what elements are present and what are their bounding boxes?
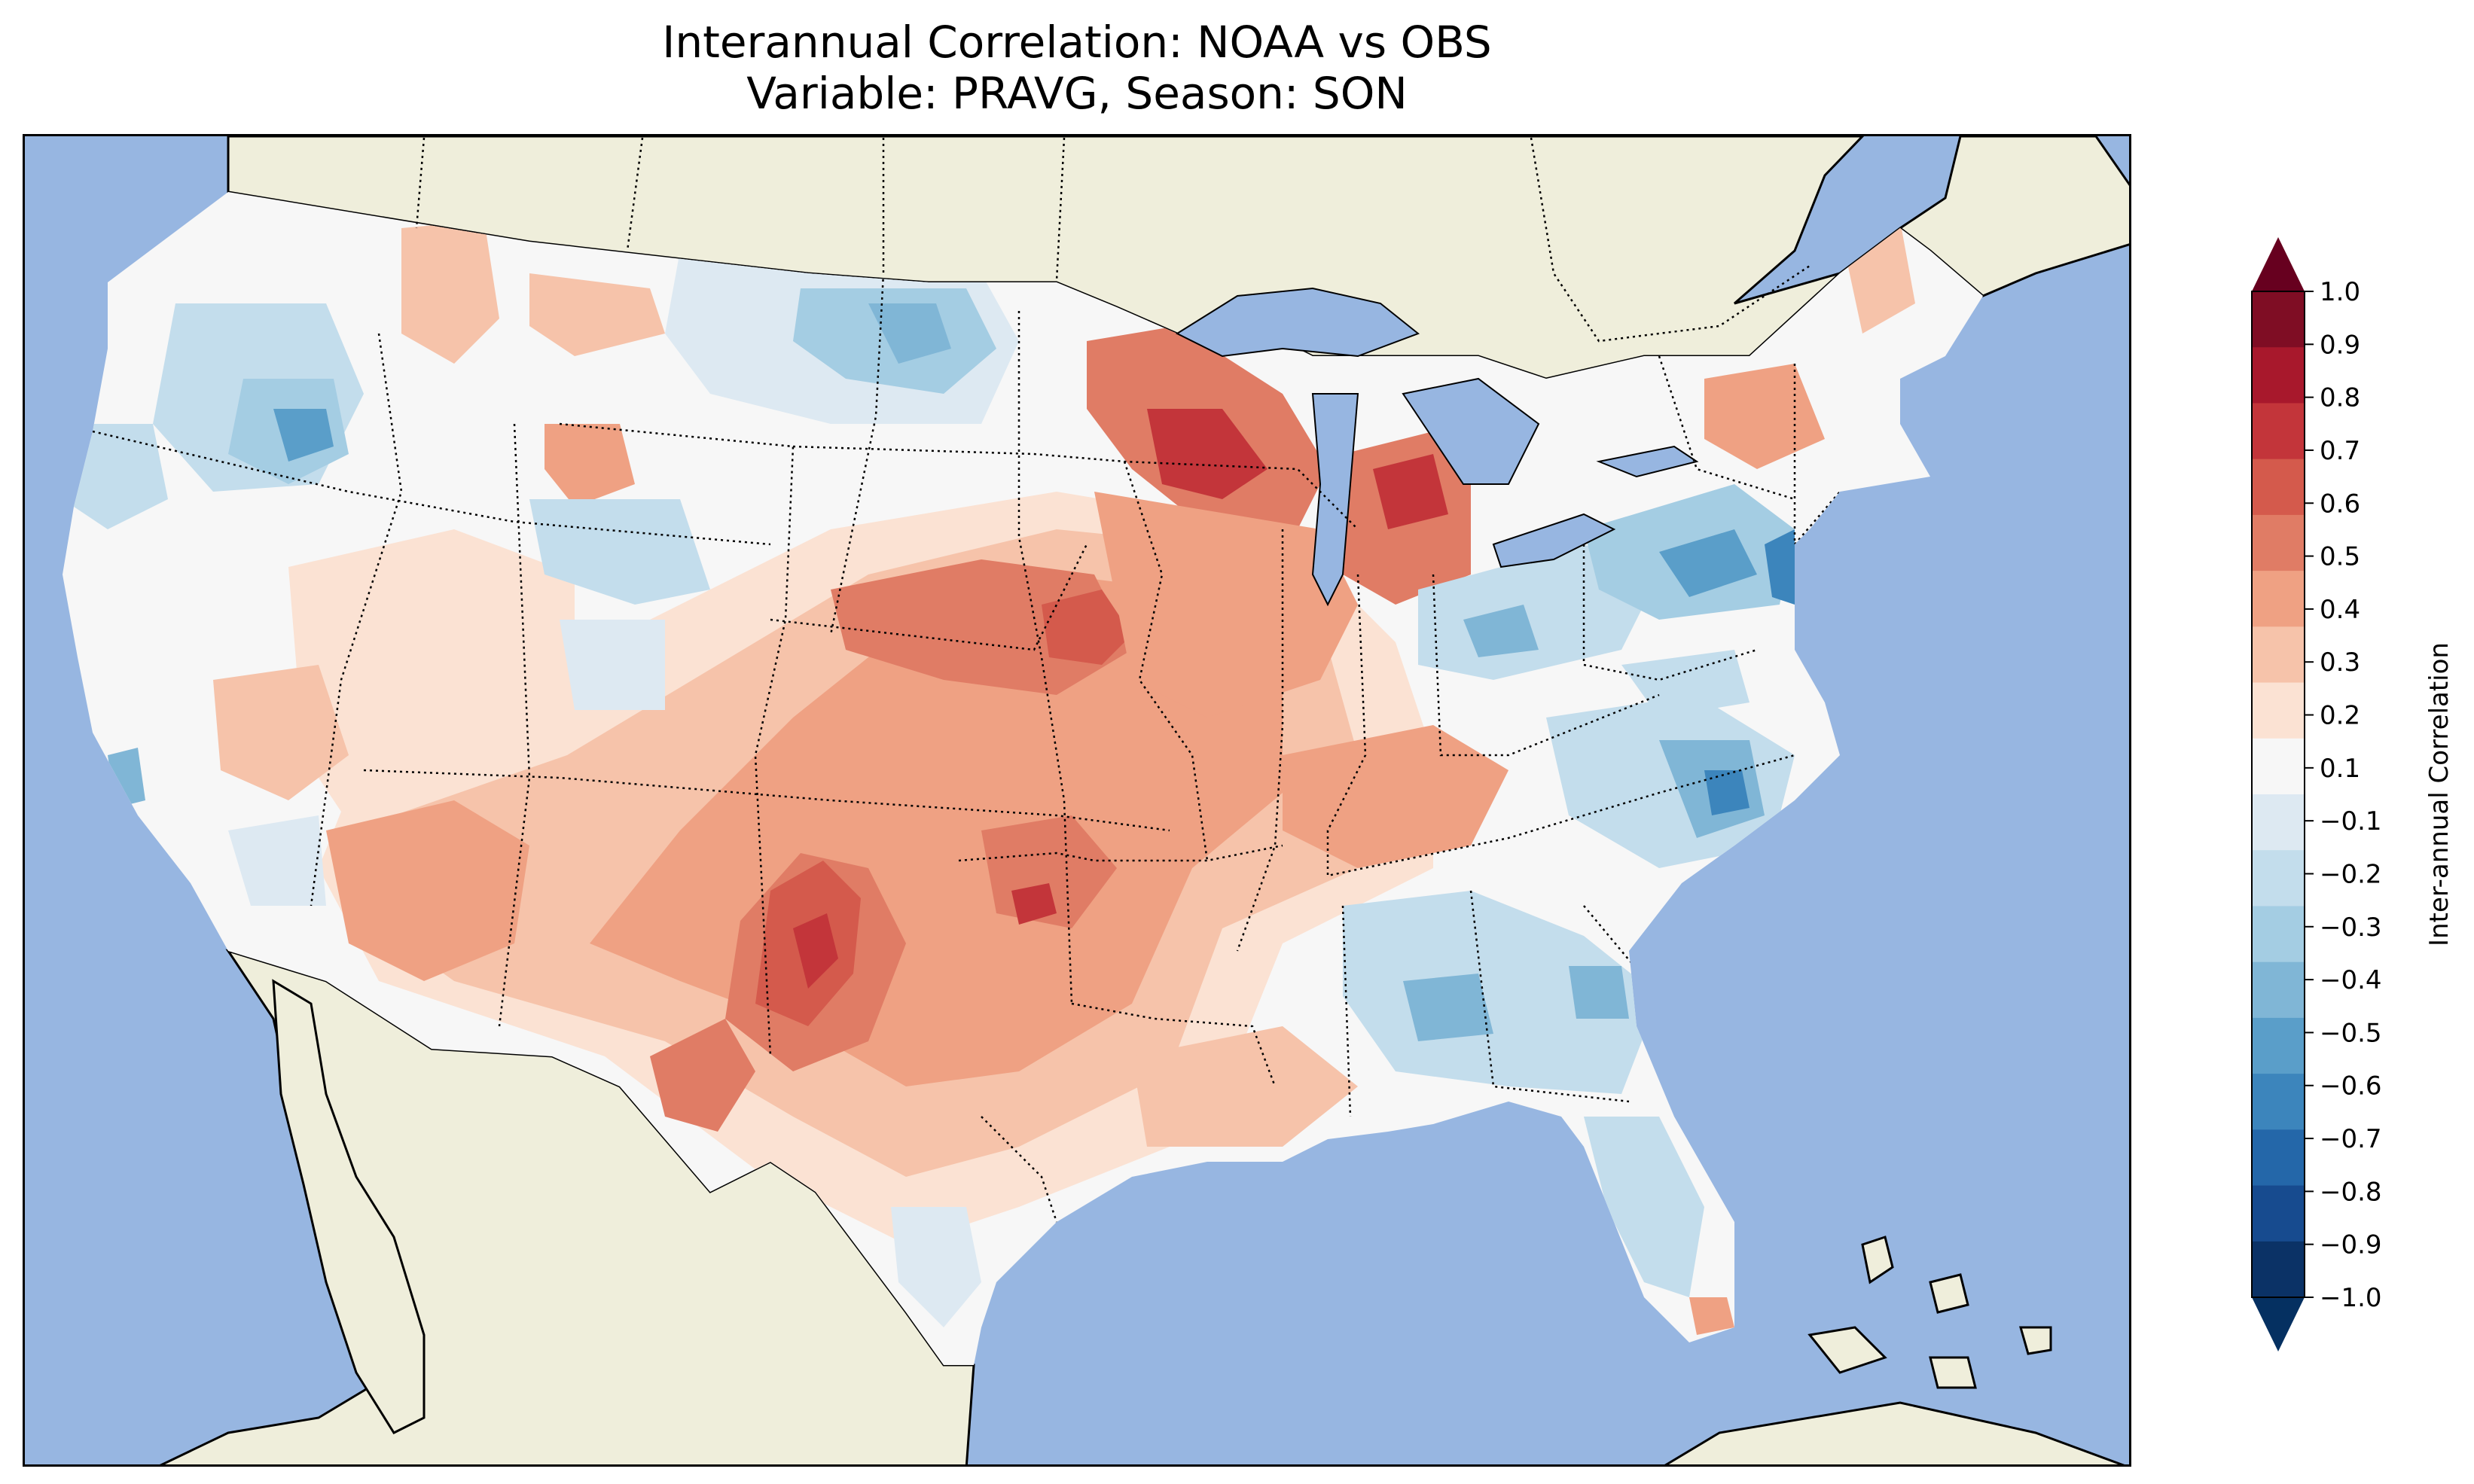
colorbar-tick-label: 1.0 — [2320, 277, 2360, 307]
field-pos-midwest-belt — [1094, 492, 1358, 718]
field-neg-colorado — [560, 620, 665, 710]
lake-huron — [1402, 377, 1540, 485]
field-neg-montana-nd-core — [868, 303, 951, 364]
field-pos-wisconsin-core — [1147, 409, 1268, 499]
field-neg-idaho-core — [273, 409, 334, 462]
field-pos-nebraska-core — [1042, 590, 1132, 665]
colorbar-segment — [2252, 906, 2305, 963]
canada-borders — [415, 137, 1811, 343]
field-pos-montana-east — [529, 273, 665, 356]
great-lakes — [1175, 287, 1699, 607]
colorbar-tick-label: 0.1 — [2320, 754, 2360, 784]
colorbar-segment — [2252, 459, 2305, 516]
field-pos-texas-peak — [793, 913, 838, 989]
colorbar-tick-label: −0.2 — [2320, 859, 2382, 889]
baja-peninsula — [272, 979, 426, 1434]
field-neg-georgia-alabama — [1343, 891, 1659, 1094]
colorbar-label: Inter-annual Correlation — [2424, 642, 2454, 946]
colorbar-tick-label: −0.1 — [2320, 806, 2382, 836]
colorbar-tick-label: −0.8 — [2320, 1177, 2382, 1207]
colorbar-segment — [2252, 794, 2305, 851]
field-pos-gulf-coast — [1132, 1026, 1358, 1147]
colorbar-segment — [2252, 850, 2305, 907]
field-neg-new-jersey — [1765, 529, 1795, 605]
colorbar-ticks: 1.0 0.9 0.8 0.7 0.6 0.5 0.4 0.3 0.2 0.1 −0.1 −0.2 −0… — [2305, 277, 2382, 1313]
colorbar-tick-label: 0.3 — [2320, 648, 2360, 678]
lake-superior — [1175, 287, 1420, 358]
colorbar-segment — [2252, 571, 2305, 627]
field-pos-ozark-core — [1011, 883, 1057, 925]
colorbar: 1.0 0.9 0.8 0.7 0.6 0.5 0.4 0.3 0.2 0.1 −0.1 −0.2 −0… — [2251, 237, 2454, 1351]
colorbar-segment — [2252, 738, 2305, 795]
field-neg-florida — [1584, 1117, 1704, 1297]
caribbean-islands — [1664, 1236, 2125, 1464]
field-neg-carolinas-core — [1704, 770, 1749, 815]
field-neg-pennsylvania-core — [1659, 529, 1757, 597]
colorbar-tick-label: 0.9 — [2320, 330, 2360, 360]
field-pos-nevada — [213, 665, 349, 800]
title-line-1: Interannual Correlation: NOAA vs OBS — [662, 17, 1492, 68]
colorbar-segments — [2252, 291, 2305, 1298]
chart-title: Interannual Correlation: NOAA vs OBS Var… — [0, 17, 2154, 119]
state-borders — [92, 273, 1841, 1223]
field-neg-virginia — [1621, 650, 1749, 718]
colorbar-tick-label: −0.6 — [2320, 1071, 2382, 1102]
correlation-field — [63, 221, 1915, 1335]
colorbar-tick-label: −0.4 — [2320, 965, 2382, 995]
title-line-2: Variable: PRAVG, Season: SON — [746, 68, 1408, 119]
field-pos-iowa — [831, 559, 1132, 695]
field-pos-florida-keys — [1689, 1297, 1734, 1335]
colorbar-extend-min — [2252, 1297, 2305, 1351]
field-pos-tennessee — [1283, 725, 1508, 868]
colorbar-outline — [2251, 291, 2305, 1298]
colorbar-tick-label: 0.4 — [2320, 595, 2360, 625]
field-neg-ohio-valley-core — [1463, 605, 1539, 657]
lake-ontario — [1596, 445, 1699, 478]
colorbar-tick-label: 0.7 — [2320, 436, 2360, 466]
field-pos-arizona — [326, 800, 529, 981]
field-neg-alabama-core — [1403, 974, 1493, 1041]
field-neg-georgia-core — [1569, 966, 1629, 1019]
field-neg-oregon-coast — [63, 424, 168, 529]
colorbar-segment — [2252, 1185, 2305, 1242]
colorbar-segment — [2252, 403, 2305, 460]
colorbar-segment — [2252, 1241, 2305, 1298]
lake-michigan — [1311, 393, 1359, 607]
colorbar-tick-label: 0.5 — [2320, 542, 2360, 572]
colorbar-segment — [2252, 347, 2305, 404]
colorbar-extend-max — [2252, 237, 2305, 291]
colorbar-tick-label: 0.6 — [2320, 489, 2360, 519]
field-neg-wyoming — [529, 499, 710, 605]
colorbar-segment — [2252, 626, 2305, 684]
colorbar-segment — [2252, 514, 2305, 571]
map-frame — [23, 134, 2131, 1467]
colorbar-segment — [2252, 1129, 2305, 1187]
field-neg-south-texas — [891, 1207, 981, 1327]
map — [25, 136, 2129, 1464]
field-pos-wyoming — [545, 424, 635, 507]
field-pos-montana-west — [401, 221, 499, 364]
colorbar-segment — [2252, 961, 2305, 1019]
field-pos-big-bend — [650, 1019, 755, 1132]
colorbar-tick-label: 0.2 — [2320, 701, 2360, 731]
colorbar-tick-label: −1.0 — [2320, 1283, 2382, 1313]
field-neg-arizona-north — [228, 815, 326, 906]
field-pos-michigan-core — [1373, 454, 1448, 529]
colorbar-segment — [2252, 1074, 2305, 1130]
colorbar-tick-label: −0.3 — [2320, 913, 2382, 943]
colorbar-segment — [2252, 682, 2305, 739]
colorbar-tick-label: 0.8 — [2320, 383, 2360, 413]
colorbar-segment — [2252, 1017, 2305, 1074]
colorbar-tick-label: −0.5 — [2320, 1018, 2382, 1048]
field-pos-west — [288, 529, 575, 846]
colorbar-tick-label: −0.7 — [2320, 1124, 2382, 1154]
colorbar-tick-label: −0.9 — [2320, 1230, 2382, 1260]
colorbar-segment — [2252, 291, 2305, 348]
